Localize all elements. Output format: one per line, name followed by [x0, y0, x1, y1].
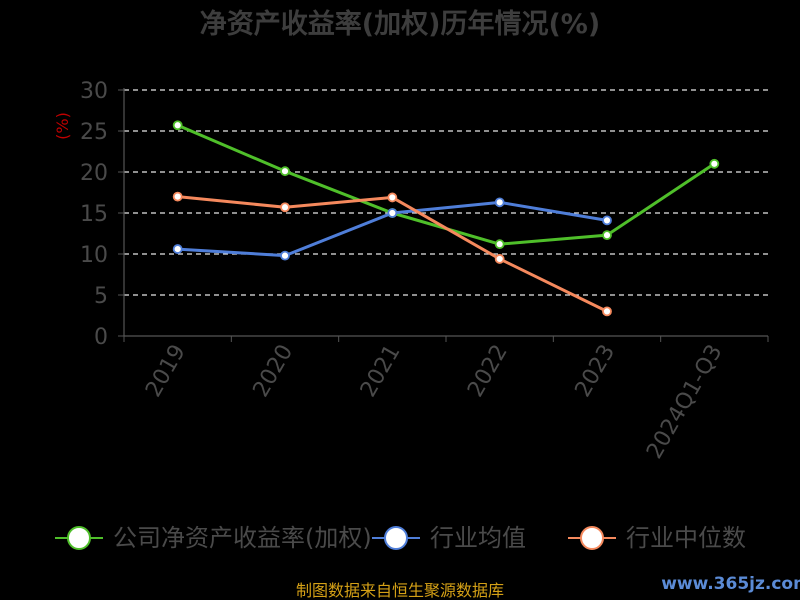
data-point: [494, 254, 505, 264]
legend-swatch-marker: [67, 526, 91, 550]
x-tick-label: 2023: [571, 341, 621, 402]
legend-swatch-marker: [580, 526, 604, 550]
y-tick-label: 30: [80, 79, 108, 104]
data-point: [602, 230, 612, 241]
legend[interactable]: 公司净资产收益率(加权) 行业均值 行业中位数: [55, 524, 746, 552]
y-tick-label: 10: [80, 243, 108, 268]
y-axis-label: (%): [53, 112, 72, 140]
source-note: 制图数据来自恒生聚源数据库: [296, 581, 504, 600]
y-tick-label: 0: [94, 325, 108, 350]
legend-label: 行业均值: [430, 524, 526, 552]
data-point: [172, 120, 183, 131]
x-tick-label: 2019: [141, 341, 191, 402]
data-point: [172, 191, 183, 202]
data-point: [387, 208, 398, 218]
x-tick-label: 2020: [249, 341, 299, 402]
data-point: [172, 244, 183, 254]
axes: 0 5 10 15 20 25 30 2019 2020 2021 2022 2023 2024Q1-Q…: [80, 79, 769, 464]
x-tick-label: 2022: [463, 340, 513, 401]
y-tick-label: 20: [80, 161, 108, 186]
legend-label: 公司净资产收益率(加权): [113, 524, 372, 552]
data-point: [602, 215, 612, 226]
data-point: [387, 192, 398, 203]
y-tick-label: 15: [80, 202, 108, 227]
series-lines: [172, 120, 720, 317]
data-point: [280, 250, 290, 261]
data-point: [494, 197, 505, 208]
data-point: [494, 239, 505, 250]
data-point: [280, 202, 290, 213]
y-tick-label: 25: [80, 120, 108, 145]
legend-swatch-marker: [384, 526, 408, 550]
legend-label: 行业中位数: [626, 524, 746, 552]
chart-title: 净资产收益率(加权)历年情况(%): [200, 8, 600, 40]
data-point: [602, 306, 612, 317]
data-point: [280, 166, 290, 177]
data-point: [709, 158, 720, 169]
x-tick-label: 2021: [356, 341, 406, 402]
watermark: www.365jz.com: [661, 574, 800, 594]
x-tick-label: 2024Q1-Q3: [642, 341, 727, 464]
series-line-0: [177, 123, 716, 246]
y-tick-label: 5: [94, 284, 108, 309]
